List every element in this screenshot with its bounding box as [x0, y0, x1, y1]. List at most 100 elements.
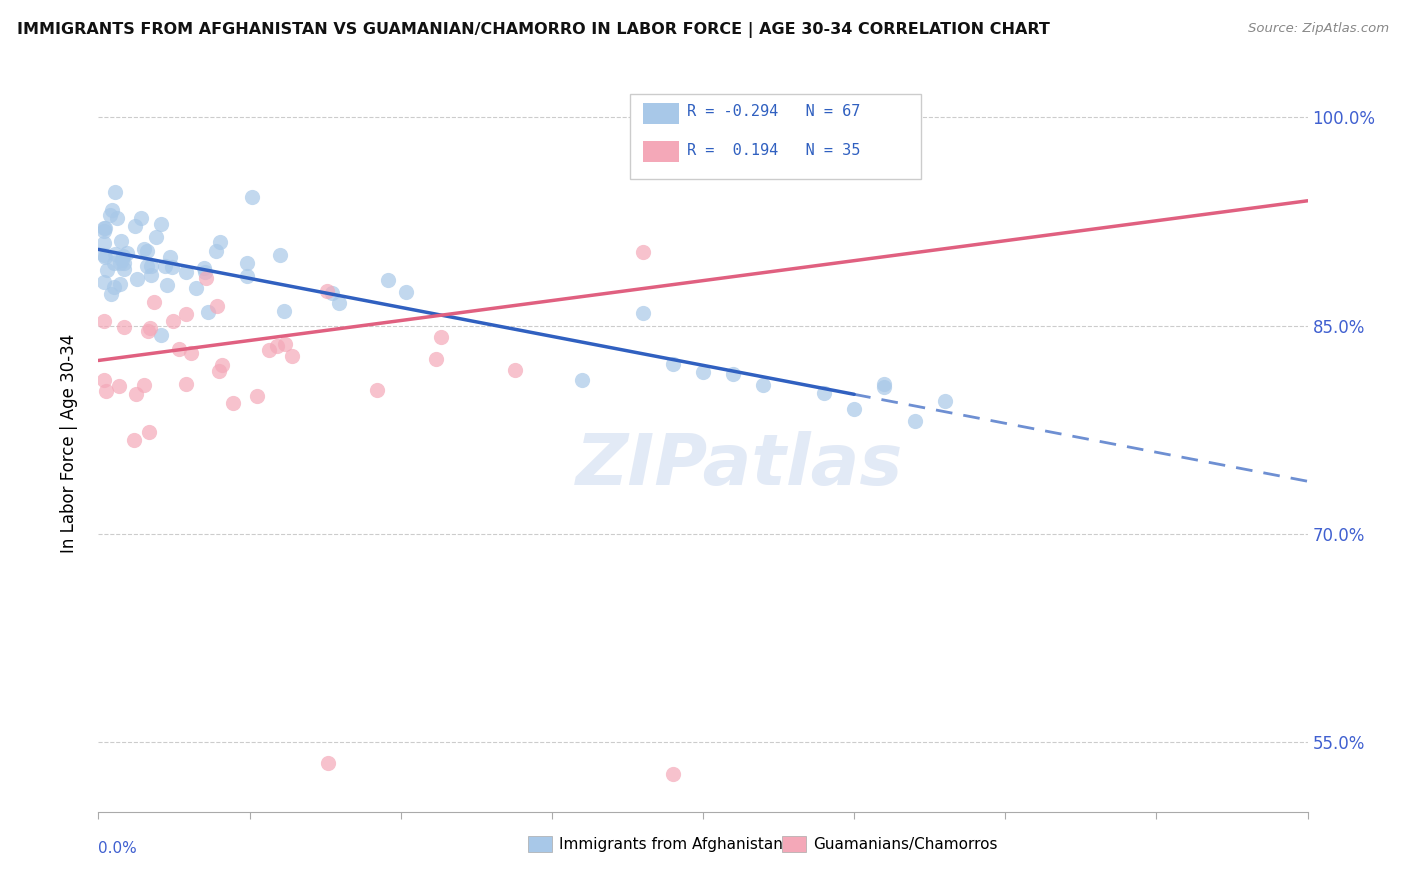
Point — [105, 211, 128, 226]
Point — [93, 220, 115, 235]
Point — [96, 262, 118, 277]
Point — [269, 248, 291, 262]
FancyBboxPatch shape — [630, 95, 921, 178]
Point — [246, 389, 269, 403]
Point — [316, 285, 339, 299]
Point — [321, 285, 343, 300]
Point — [134, 242, 156, 256]
Point — [115, 246, 138, 260]
Point — [207, 299, 229, 313]
Point — [156, 278, 179, 293]
Text: Guamanians/Chamorros: Guamanians/Chamorros — [813, 837, 997, 852]
Point — [266, 339, 288, 353]
FancyBboxPatch shape — [643, 103, 679, 124]
Point — [125, 387, 148, 401]
Point — [108, 255, 131, 269]
Point — [100, 202, 122, 217]
Point — [107, 378, 129, 392]
Point — [127, 272, 149, 286]
Point — [281, 349, 304, 363]
Point — [112, 256, 135, 270]
Point — [93, 275, 115, 289]
Point — [141, 268, 163, 283]
Point — [93, 220, 115, 235]
Point — [395, 285, 418, 299]
Point — [153, 259, 176, 273]
Point — [136, 325, 159, 339]
Point — [112, 262, 135, 277]
Point — [873, 380, 896, 394]
Point — [631, 245, 654, 260]
Point — [174, 377, 197, 392]
Point — [240, 190, 263, 204]
Point — [273, 303, 295, 318]
Point — [873, 377, 896, 392]
Point — [93, 313, 115, 327]
FancyBboxPatch shape — [527, 836, 551, 852]
Point — [174, 307, 197, 321]
Point — [631, 306, 654, 320]
Point — [222, 396, 245, 410]
Point — [104, 186, 127, 200]
Point — [169, 342, 191, 356]
Point — [145, 230, 167, 244]
Point — [257, 343, 280, 358]
Point — [162, 260, 184, 274]
Point — [136, 260, 159, 274]
Point — [366, 383, 388, 397]
Point — [844, 401, 866, 416]
Point — [93, 223, 115, 237]
Point — [904, 414, 927, 428]
Point — [96, 384, 118, 399]
Point — [159, 250, 181, 264]
Point — [124, 219, 146, 234]
Point — [328, 296, 350, 310]
Point — [692, 365, 714, 379]
Point — [103, 256, 125, 270]
Point — [122, 433, 145, 447]
Point — [195, 270, 218, 285]
Point — [934, 393, 956, 408]
Point — [94, 251, 117, 265]
Text: 0.0%: 0.0% — [98, 841, 138, 856]
Point — [112, 320, 135, 334]
Point — [100, 287, 122, 301]
Point — [235, 269, 257, 284]
Point — [205, 244, 228, 258]
Point — [150, 327, 173, 342]
Point — [211, 358, 233, 372]
Text: IMMIGRANTS FROM AFGHANISTAN VS GUAMANIAN/CHAMORRO IN LABOR FORCE | AGE 30-34 COR: IMMIGRANTS FROM AFGHANISTAN VS GUAMANIAN… — [17, 22, 1050, 38]
Text: Immigrants from Afghanistan: Immigrants from Afghanistan — [560, 837, 783, 852]
Point — [193, 260, 215, 275]
Point — [132, 377, 155, 392]
Point — [273, 336, 295, 351]
Point — [93, 236, 115, 251]
Point — [103, 280, 125, 294]
Point — [129, 211, 152, 225]
Point — [184, 281, 207, 295]
Point — [180, 346, 202, 360]
Point — [503, 363, 526, 377]
FancyBboxPatch shape — [782, 836, 806, 852]
Point — [149, 217, 172, 231]
Point — [194, 265, 217, 279]
Point — [98, 208, 121, 222]
Point — [661, 357, 683, 371]
Y-axis label: In Labor Force | Age 30-34: In Labor Force | Age 30-34 — [59, 334, 77, 553]
FancyBboxPatch shape — [643, 141, 679, 162]
Point — [139, 320, 162, 334]
Point — [104, 247, 127, 261]
Point — [752, 377, 775, 392]
Point — [110, 235, 132, 249]
Point — [139, 259, 162, 273]
Point — [142, 294, 165, 309]
Point — [316, 756, 339, 771]
Point — [111, 253, 134, 268]
Point — [430, 330, 453, 344]
Point — [111, 249, 134, 263]
Point — [425, 352, 447, 367]
Point — [108, 277, 131, 291]
Point — [138, 425, 160, 439]
Point — [236, 256, 259, 270]
Point — [571, 373, 593, 387]
